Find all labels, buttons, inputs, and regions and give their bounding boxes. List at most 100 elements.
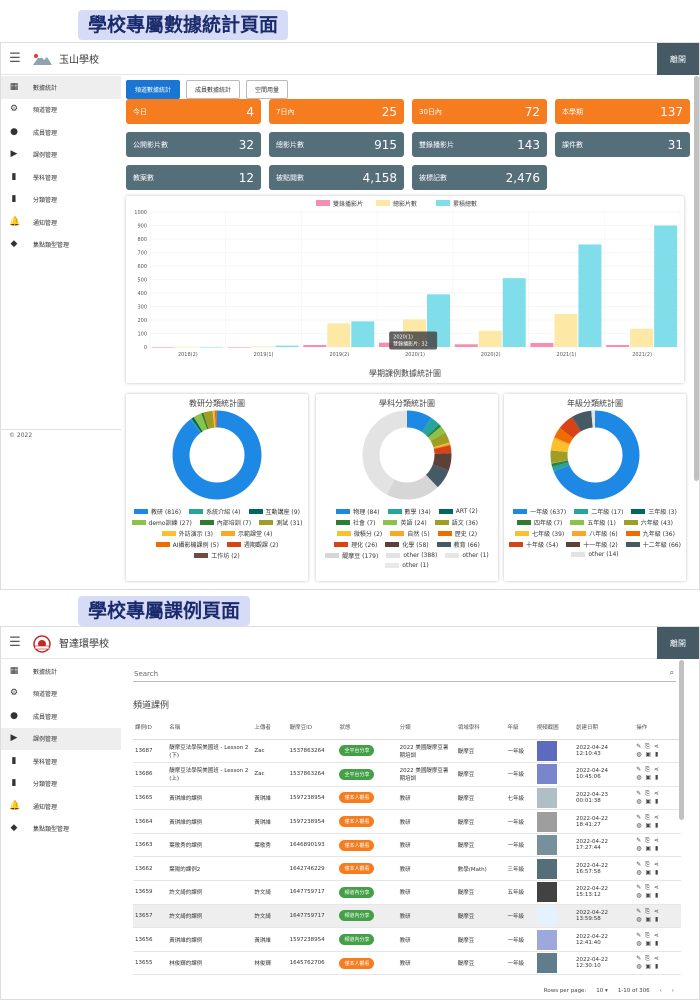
table-row[interactable]: 13663 葉歌秀的課例 葉歌秀 1646890193 僅本人觀看 教研 醍摩豆 一年級 202… xyxy=(133,833,681,858)
search-icon[interactable]: ⌕ xyxy=(669,668,674,677)
sidebar-item-3[interactable]: ▶ 課例管理 xyxy=(1,144,121,167)
delete-icon[interactable]: ▮ xyxy=(652,868,660,876)
sidebar-item-0[interactable]: ▦ 數據統計 xyxy=(1,76,121,99)
edit-icon[interactable]: ✎ xyxy=(636,931,643,939)
edit-icon[interactable]: ✎ xyxy=(636,955,643,963)
legend-item[interactable]: 四年級 (7) xyxy=(516,518,562,527)
column-header[interactable]: 分類 xyxy=(397,716,456,740)
globe-icon[interactable]: ◍ xyxy=(636,774,643,782)
prev-page-button[interactable]: ‹ xyxy=(659,988,662,994)
legend-item[interactable]: 測試 (31) xyxy=(259,518,302,527)
copy-icon[interactable]: ⎘ xyxy=(642,813,651,821)
delete-icon[interactable]: ▮ xyxy=(652,892,660,900)
legend-item[interactable]: 化學 (58) xyxy=(385,540,429,549)
delete-icon[interactable]: ▮ xyxy=(652,939,660,947)
legend-item[interactable]: 十年級 (54) xyxy=(509,540,558,549)
legend-item[interactable]: 外訪演示 (3) xyxy=(161,529,213,538)
status-badge[interactable]: 僅本人觀看 xyxy=(339,863,375,875)
delete-icon[interactable]: ▮ xyxy=(652,845,660,853)
lesson-name[interactable]: 黃琪維的課例 xyxy=(167,809,253,834)
copy-icon[interactable]: ⎘ xyxy=(642,742,651,750)
delete-icon[interactable]: ▮ xyxy=(652,963,660,971)
copy-icon[interactable]: ⎘ xyxy=(642,955,651,963)
search-input[interactable]: Search xyxy=(134,670,159,678)
lesson-name[interactable]: 林俊輝的課例 xyxy=(167,951,253,976)
copy-icon[interactable]: ⎘ xyxy=(642,860,651,868)
video-thumbnail[interactable] xyxy=(536,740,557,761)
bar-0-6[interactable] xyxy=(606,344,630,347)
tab-1[interactable]: 成員數據統計 xyxy=(186,80,241,99)
donut-slice-12[interactable] xyxy=(362,410,452,500)
sidebar-item-7[interactable]: ◆ 集點類型管理 xyxy=(1,234,121,257)
share-icon[interactable]: ⋖ xyxy=(650,931,660,939)
lesson-name[interactable]: 葉歌秀的課例 xyxy=(167,833,253,858)
view-icon[interactable]: ▣ xyxy=(642,797,653,805)
legend-item[interactable]: 理化 (26) xyxy=(334,540,377,549)
column-header[interactable]: 課例ID xyxy=(133,716,168,740)
table-row[interactable]: 13657 許文綺的課例 許文綺 1647759717 頻道內分享 教研 醍摩豆 一年級 202… xyxy=(133,904,681,929)
donut-slice-0[interactable] xyxy=(172,410,262,500)
legend-item[interactable]: 六年級 (43) xyxy=(623,518,673,527)
sidebar-item-4[interactable]: ▮ 學科管理 xyxy=(1,750,121,773)
table-row[interactable]: 13655 林俊輝的課例 林俊輝 1645762706 僅本人觀看 教研 醍摩豆 一年級 202… xyxy=(133,951,681,976)
video-thumbnail[interactable] xyxy=(536,929,557,950)
bar-2-1[interactable] xyxy=(275,345,299,347)
share-icon[interactable]: ⋖ xyxy=(650,955,660,963)
status-badge[interactable]: 頻道內分享 xyxy=(339,934,375,946)
legend-item[interactable]: demo訓練 (27) xyxy=(131,518,192,527)
lesson-name[interactable]: 醍摩豆法學院美國班 - Lesson 2 (上) xyxy=(167,762,253,787)
view-icon[interactable]: ▣ xyxy=(642,939,653,947)
copy-icon[interactable]: ⎘ xyxy=(642,789,651,797)
share-icon[interactable]: ⋖ xyxy=(650,860,660,868)
legend-item[interactable]: other (1) xyxy=(445,551,489,560)
lesson-name[interactable]: 黃琪維的課例 xyxy=(167,927,253,952)
legend-item[interactable]: 八年級 (6) xyxy=(572,529,618,538)
signout-button[interactable]: 離開 xyxy=(657,627,699,659)
legend-item[interactable]: 三年級 (3) xyxy=(631,507,677,516)
video-thumbnail[interactable] xyxy=(536,811,557,832)
globe-icon[interactable]: ◍ xyxy=(636,797,643,805)
copy-icon[interactable]: ⎘ xyxy=(642,931,651,939)
status-badge[interactable]: 僅本人觀看 xyxy=(339,816,375,828)
view-icon[interactable]: ▣ xyxy=(642,845,653,853)
bar-0-1[interactable] xyxy=(227,347,251,348)
copy-icon[interactable]: ⎘ xyxy=(642,907,651,915)
legend-item[interactable]: other (14) xyxy=(571,551,619,558)
edit-icon[interactable]: ✎ xyxy=(636,860,643,868)
legend-item[interactable]: 英語 (24) xyxy=(383,518,427,527)
bar-0-2[interactable] xyxy=(303,344,327,347)
sidebar-item-0[interactable]: ▦ 數據統計 xyxy=(1,660,121,683)
share-icon[interactable]: ⋖ xyxy=(650,766,660,774)
table-row[interactable]: 13656 黃琪維的課例 黃琪維 1597238954 頻道內分享 教研 醍摩豆 一年級 202… xyxy=(133,927,681,952)
sidebar-item-6[interactable]: 🔔 通知管理 xyxy=(1,795,121,818)
sidebar-item-3[interactable]: ▶ 課例管理 xyxy=(1,727,121,750)
bar-2-5[interactable] xyxy=(578,244,602,347)
globe-icon[interactable]: ◍ xyxy=(636,892,643,900)
sidebar-item-1[interactable]: ⚙ 頻道管理 xyxy=(1,683,121,706)
view-icon[interactable]: ▣ xyxy=(642,868,653,876)
edit-icon[interactable]: ✎ xyxy=(636,837,643,845)
legend-item[interactable]: 週期觀課 (2) xyxy=(226,540,278,549)
donut-slice-14[interactable] xyxy=(362,410,452,500)
view-icon[interactable]: ▣ xyxy=(642,963,653,971)
scrollbar[interactable] xyxy=(694,76,699,481)
delete-icon[interactable]: ▮ xyxy=(652,797,660,805)
tab-2[interactable]: 空間用量 xyxy=(246,80,289,99)
table-row[interactable]: 13662 葉陽的課例2 1642746229 僅本人觀看 教研 數學(Math) 三年級 2… xyxy=(133,856,681,882)
share-icon[interactable]: ⋖ xyxy=(650,742,660,750)
legend-item[interactable]: 教研 (816) xyxy=(134,507,181,516)
legend-item[interactable]: 教育 (66) xyxy=(436,540,480,549)
column-header[interactable]: 創建日期 xyxy=(574,716,635,740)
lesson-name[interactable]: 許文綺的課例 xyxy=(167,904,253,929)
status-badge[interactable]: 僅本人觀看 xyxy=(339,839,375,851)
copy-icon[interactable]: ⎘ xyxy=(642,884,651,892)
bar-2-0[interactable] xyxy=(199,347,223,348)
bar-0-5[interactable] xyxy=(530,342,554,347)
column-header[interactable]: 狀態 xyxy=(337,716,398,740)
share-icon[interactable]: ⋖ xyxy=(650,813,660,821)
table-row[interactable]: 13659 許文綺的課例 許文綺 1647759717 頻道內分享 教研 醍摩豆 五年級 202… xyxy=(133,880,681,905)
legend-item[interactable]: AI攝影機課例 (5) xyxy=(155,540,219,549)
bar-1-0[interactable] xyxy=(175,347,199,348)
lesson-name[interactable]: 許文綺的課例 xyxy=(167,880,253,905)
status-badge[interactable]: 全平台分享 xyxy=(339,768,375,780)
